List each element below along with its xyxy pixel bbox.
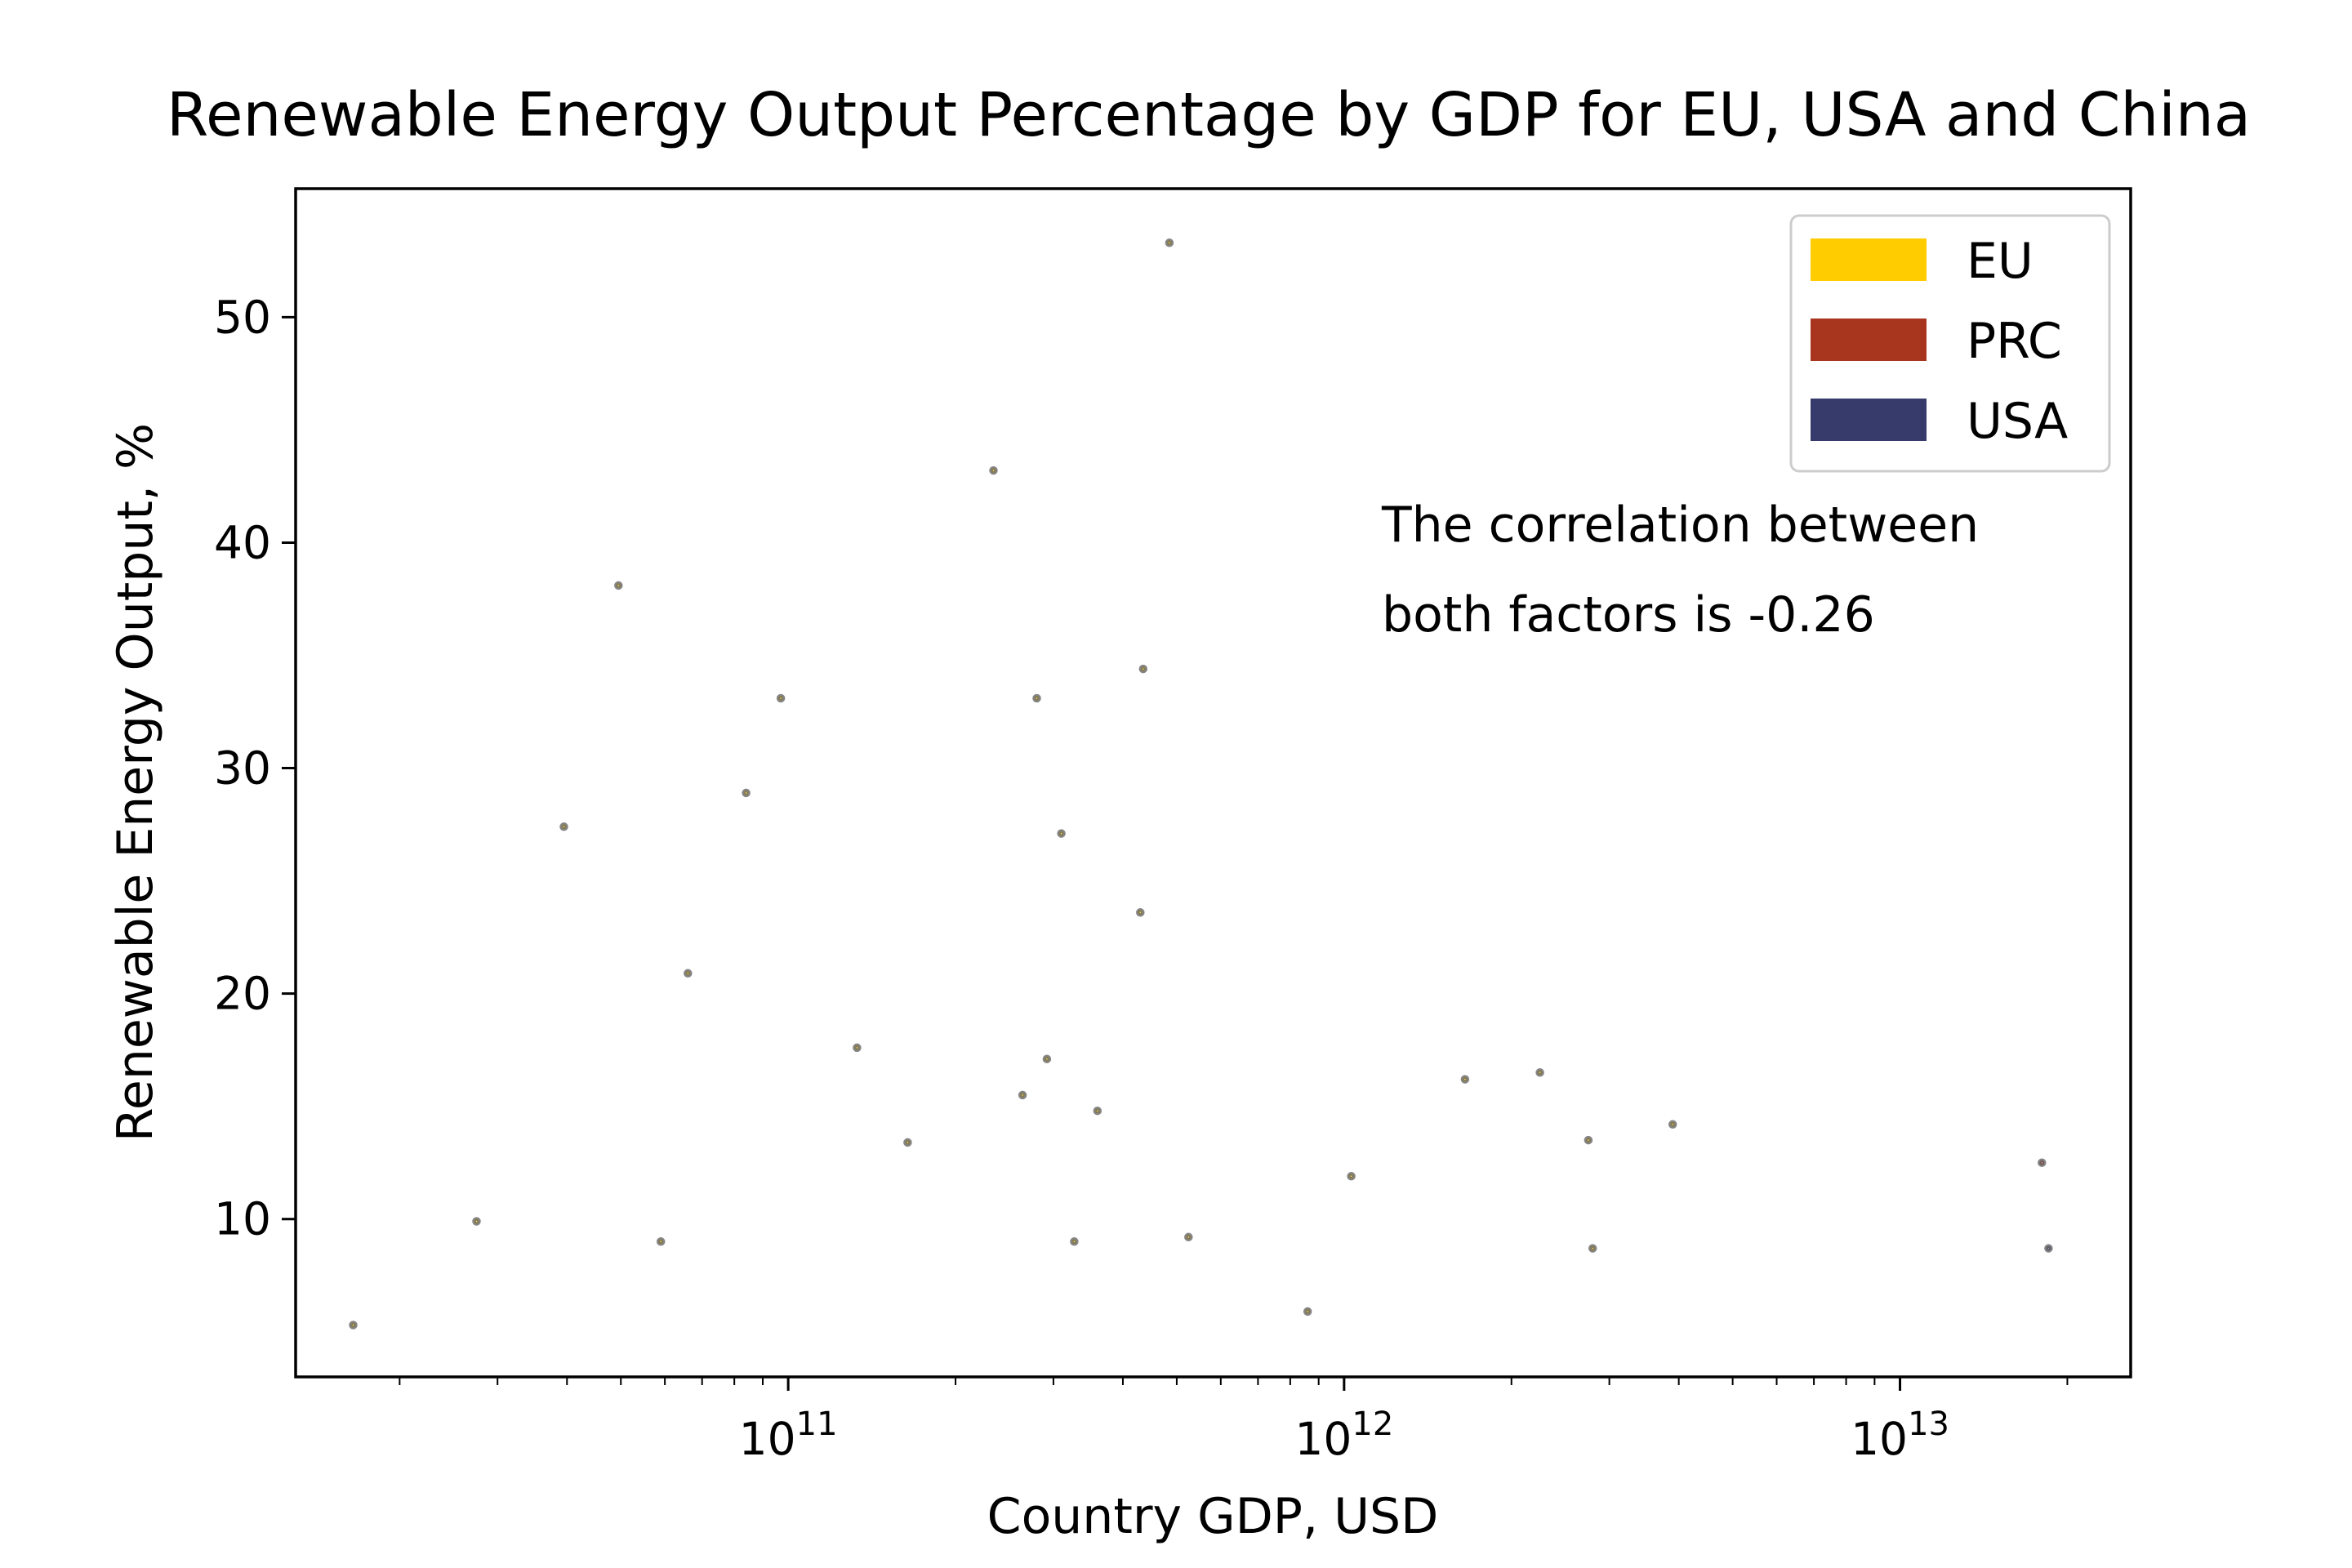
annotation-line-1: The correlation between <box>1381 497 1979 554</box>
scatter-points <box>349 238 2053 1330</box>
plot-area-frame <box>294 187 2132 1379</box>
y-tick-label: 10 <box>214 1193 271 1245</box>
data-point-eu-27 <box>1668 1120 1677 1129</box>
data-point-eu-8 <box>853 1043 862 1053</box>
y-axis-label: Renewable Energy Output, % <box>107 423 164 1142</box>
data-point-eu-18 <box>1138 664 1148 674</box>
data-point-eu-9 <box>903 1138 912 1147</box>
legend: EU PRC USA <box>1789 214 2111 473</box>
data-point-eu-15 <box>1070 1237 1079 1246</box>
data-point-eu-3 <box>614 581 623 590</box>
data-point-eu-25 <box>1584 1135 1593 1145</box>
data-point-eu-19 <box>1165 238 1174 247</box>
data-point-eu-24 <box>1535 1068 1544 1077</box>
data-point-eu-12 <box>1032 693 1041 703</box>
y-tick-label: 20 <box>214 968 271 1020</box>
data-point-eu-4 <box>656 1237 666 1246</box>
data-point-eu-14 <box>1057 829 1066 838</box>
data-point-eu-26 <box>1588 1244 1597 1253</box>
legend-label-prc: PRC <box>1967 313 2062 370</box>
data-point-eu-11 <box>1018 1090 1027 1100</box>
y-tick-label: 50 <box>214 291 271 343</box>
y-axis-ticks: 10 20 30 40 50 <box>214 291 296 1245</box>
x-tick-label: 1013 <box>1851 1405 1949 1465</box>
legend-label-usa: USA <box>1967 393 2068 450</box>
data-point-eu-1 <box>472 1217 481 1226</box>
legend-label-eu: EU <box>1967 233 2034 290</box>
data-point-eu-7 <box>776 693 786 703</box>
data-point-eu-23 <box>1460 1075 1470 1084</box>
data-point-eu-2 <box>559 822 568 831</box>
annotation: The correlation between both factors is … <box>1381 497 1979 644</box>
legend-swatch-prc <box>1811 318 1927 361</box>
data-point-prc-0 <box>2038 1158 2047 1167</box>
data-point-eu-5 <box>684 969 693 978</box>
legend-swatch-usa <box>1811 399 1927 441</box>
chart-title: Renewable Energy Output Percentage by GD… <box>167 80 2251 150</box>
data-point-usa-0 <box>2044 1244 2053 1253</box>
data-point-eu-13 <box>1042 1054 1052 1063</box>
data-point-eu-17 <box>1136 908 1145 917</box>
y-tick-label: 30 <box>214 742 271 795</box>
x-tick-label: 1012 <box>1294 1405 1393 1465</box>
data-point-eu-10 <box>989 466 998 475</box>
y-tick-label: 40 <box>214 516 271 568</box>
data-point-eu-21 <box>1303 1307 1312 1316</box>
x-tick-label: 1011 <box>739 1405 838 1465</box>
data-point-eu-16 <box>1093 1106 1102 1116</box>
x-axis-ticks: 1011 1012 1013 <box>399 1377 2069 1465</box>
x-axis-label: Country GDP, USD <box>987 1488 1439 1545</box>
data-point-eu-0 <box>349 1321 358 1330</box>
data-point-eu-20 <box>1184 1232 1193 1242</box>
data-point-eu-6 <box>742 788 751 798</box>
data-point-eu-22 <box>1347 1172 1356 1181</box>
legend-swatch-eu <box>1811 238 1927 281</box>
annotation-line-2: both factors is -0.26 <box>1382 586 1875 644</box>
